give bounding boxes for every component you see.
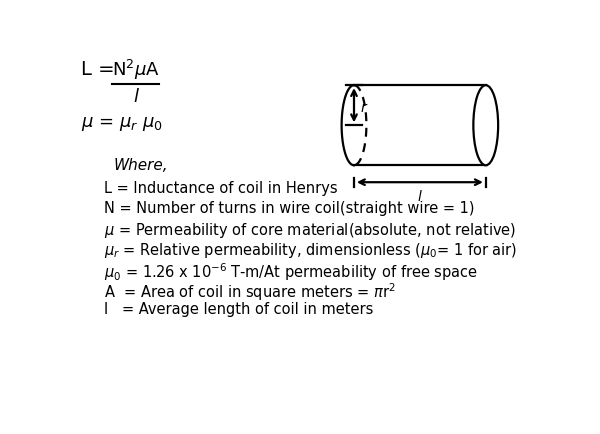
Text: l: l — [418, 190, 422, 204]
Text: L = Inductance of coil in Henrys: L = Inductance of coil in Henrys — [104, 181, 338, 197]
Text: $\mu_r$ = Relative permeability, dimensionless ($\mu_0$= 1 for air): $\mu_r$ = Relative permeability, dimensi… — [104, 241, 518, 260]
Text: r: r — [360, 101, 366, 115]
Text: $\mu$ = $\mu_r$ $\mu_0$: $\mu$ = $\mu_r$ $\mu_0$ — [81, 115, 163, 133]
Text: $\mu_0$ = 1.26 x 10$^{-6}$ T-m/At permeability of free space: $\mu_0$ = 1.26 x 10$^{-6}$ T-m/At permea… — [104, 262, 478, 283]
Text: N = Number of turns in wire coil(straight wire = 1): N = Number of turns in wire coil(straigh… — [104, 201, 475, 217]
Text: Where,: Where, — [114, 158, 169, 173]
Text: $\mu$ = Permeability of core material(absolute, not relative): $\mu$ = Permeability of core material(ab… — [104, 221, 517, 240]
Text: N$^2\mu$A: N$^2\mu$A — [112, 58, 160, 82]
Ellipse shape — [473, 85, 498, 165]
Text: A  = Area of coil in square meters = $\pi$r$^2$: A = Area of coil in square meters = $\pi… — [104, 282, 396, 303]
Text: l: l — [133, 88, 138, 105]
Bar — [354, 85, 486, 165]
Text: l   = Average length of coil in meters: l = Average length of coil in meters — [104, 302, 374, 316]
Text: L =: L = — [81, 60, 115, 79]
